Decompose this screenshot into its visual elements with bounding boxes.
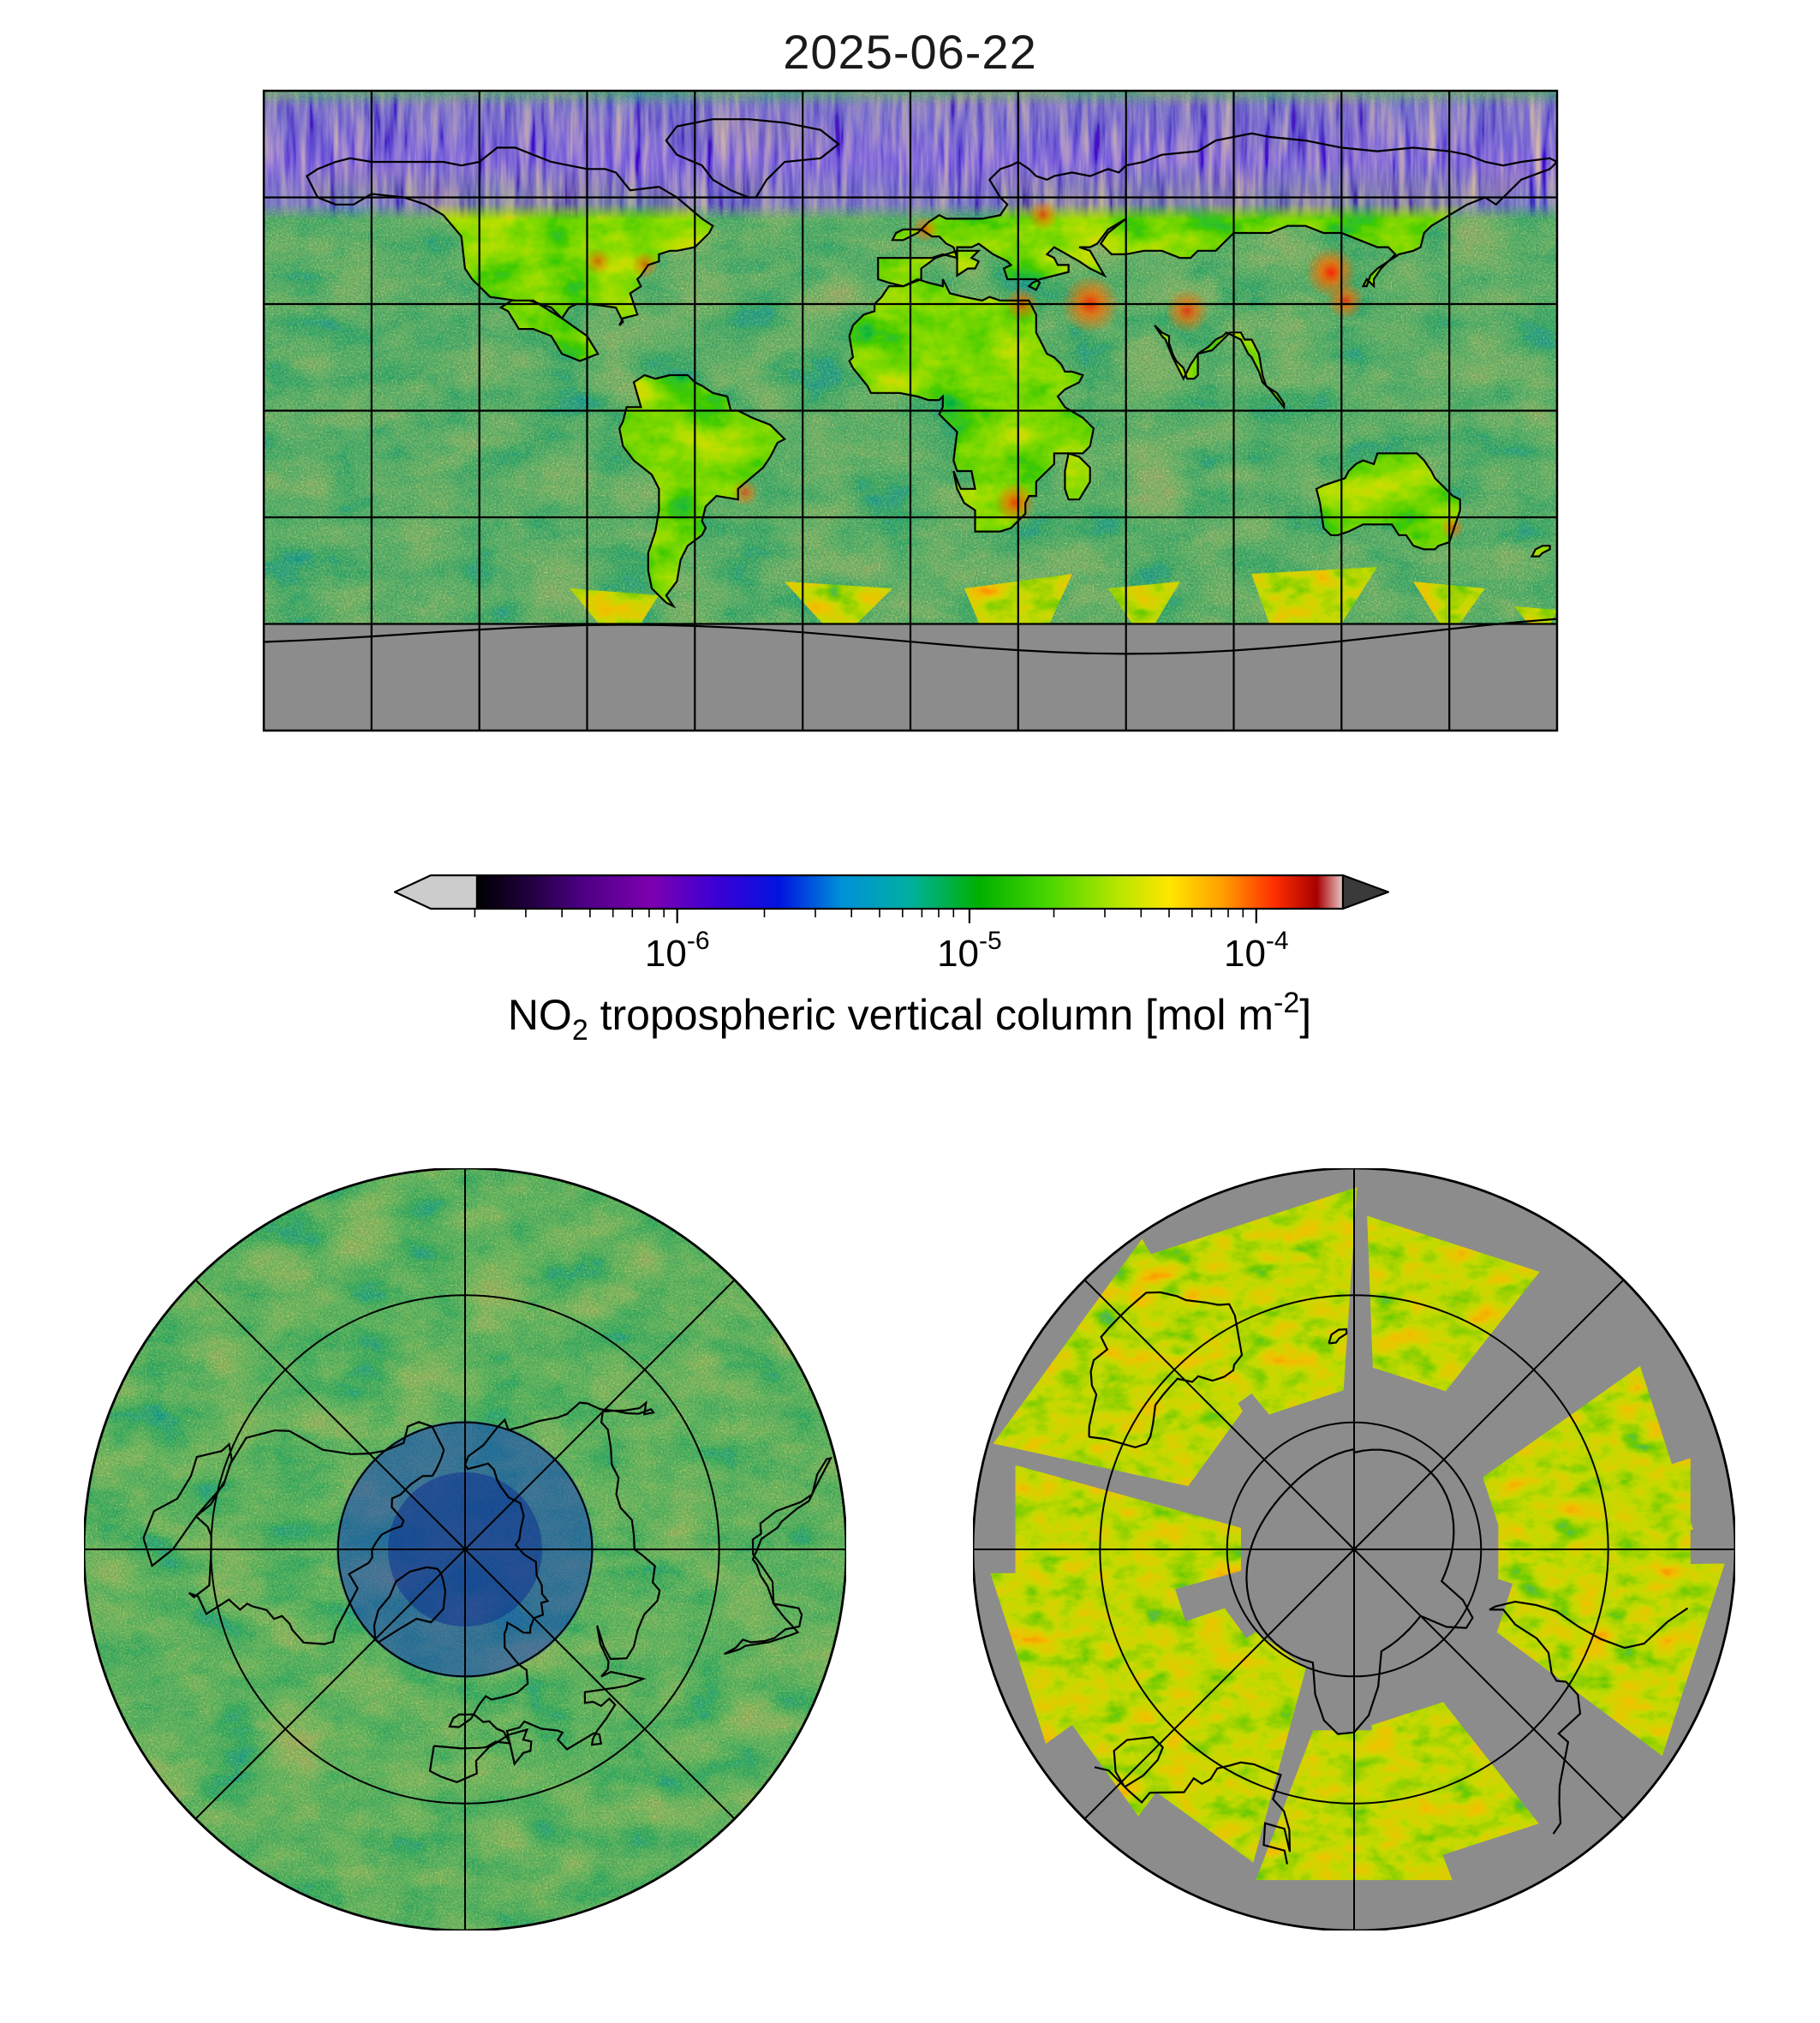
svg-text:10-6: 10-6	[645, 927, 710, 975]
svg-text:NO2 tropospheric vertical colu: NO2 tropospheric vertical column [mol m-…	[508, 987, 1311, 1047]
svg-text:10-4: 10-4	[1224, 927, 1289, 975]
svg-text:10-5: 10-5	[937, 927, 1002, 975]
